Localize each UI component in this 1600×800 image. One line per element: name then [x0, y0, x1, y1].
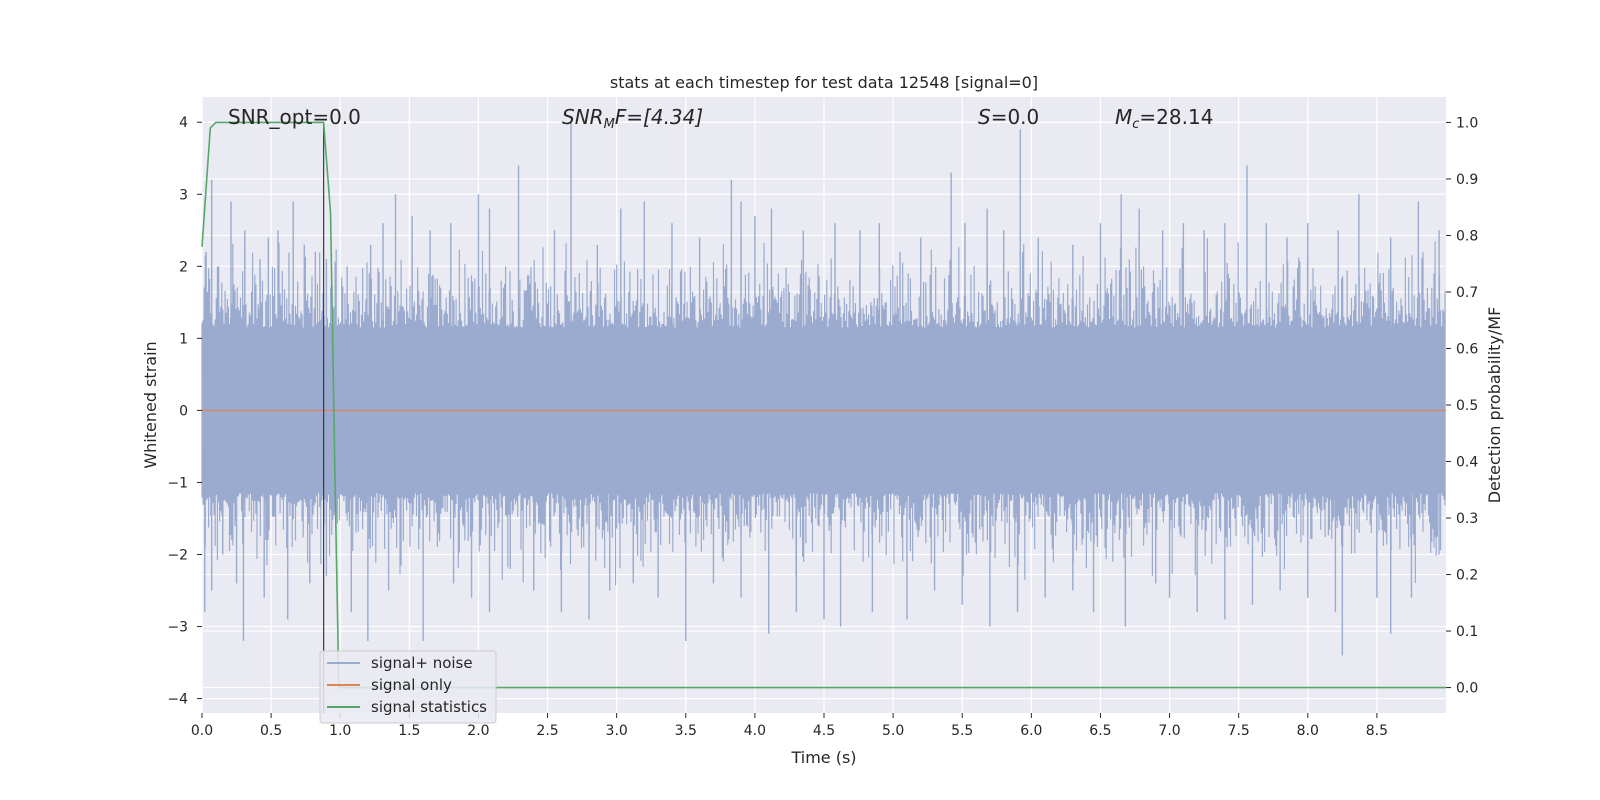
annotation-mc: Mc=28.14 [1115, 105, 1213, 132]
y-tick-label: 4 [179, 115, 188, 131]
y-tick-label: 0 [179, 403, 188, 419]
annotation-snr-mf-subscript: M [604, 117, 615, 132]
x-tick-label: 1.5 [398, 723, 420, 739]
x-tick-label: 1.0 [329, 723, 351, 739]
legend-label-signal-only: signal only [371, 676, 452, 694]
y-right-tick-label: 0.3 [1456, 511, 1478, 527]
annotation-s-symbol: S [978, 105, 991, 129]
x-tick-label: 5.0 [882, 723, 904, 739]
x-tick-label: 5.5 [951, 723, 973, 739]
x-tick-label: 6.5 [1089, 723, 1111, 739]
x-tick-label: 8.0 [1297, 723, 1319, 739]
x-tick-label: 8.5 [1366, 723, 1388, 739]
legend-label-signal-noise: signal+ noise [371, 654, 473, 672]
x-tick-label: 3.0 [606, 723, 628, 739]
y-tick-label: −3 [167, 620, 188, 636]
x-tick-label: 0.0 [191, 723, 213, 739]
line-series [201, 121, 1446, 713]
y-right-tick-label: 0.5 [1456, 398, 1478, 414]
x-tick-label: 7.5 [1228, 723, 1250, 739]
y-tick-label: −1 [167, 475, 188, 491]
legend-label-signal-statistics: signal statistics [371, 698, 487, 716]
x-axis-label: Time (s) [790, 748, 856, 767]
annotation-snr-mf-symbol: SNR [562, 105, 604, 129]
y-axis-label-right: Detection probability/MF [1485, 307, 1504, 504]
annotation-mc-subscript: c [1132, 117, 1139, 132]
annotation-snr-mf: SNRMF=[4.34] [562, 105, 703, 132]
annotation-mc-rest: =28.14 [1139, 105, 1213, 129]
y-tick-label: 1 [179, 331, 188, 347]
y-right-tick-label: 0.7 [1456, 285, 1478, 301]
y-tick-label: 3 [179, 187, 188, 203]
x-tick-label: 3.5 [675, 723, 697, 739]
x-tick-label: 4.5 [813, 723, 835, 739]
annotation-snr-opt: SNR_opt=0.0 [228, 105, 361, 129]
y-tick-label: 2 [179, 259, 188, 275]
annotation-s: S=0.0 [978, 105, 1039, 129]
chart-title: stats at each timestep for test data 125… [610, 73, 1038, 92]
x-tick-label: 4.0 [744, 723, 766, 739]
axes: 0.0 0.5 1.0 1.5 2.0 2.5 3.0 3.5 4.0 4.5 5.0 5.5 6.0 6… [167, 115, 1478, 739]
y-tick-label: −2 [167, 547, 188, 563]
x-tick-label: 0.5 [260, 723, 282, 739]
y-right-tick-label: 0.4 [1456, 455, 1478, 471]
y-right-tick-label: 0.0 [1456, 681, 1478, 697]
y-tick-label: −4 [167, 692, 188, 708]
annotation-s-rest: =0.0 [991, 105, 1040, 129]
y-right-tick-label: 0.2 [1456, 568, 1478, 584]
annotation-mc-symbol: M [1115, 105, 1132, 129]
x-tick-label: 2.5 [536, 723, 558, 739]
legend-box [319, 650, 497, 724]
noise-band-series [201, 122, 1446, 656]
y-right-tick-label: 0.6 [1456, 341, 1478, 357]
y-right-tick-label: 1.0 [1456, 115, 1478, 131]
annotation-snr-mf-rest: F=[4.34] [615, 105, 703, 129]
series-line-signal-statistics [201, 121, 1446, 689]
x-tick-label: 6.0 [1020, 723, 1042, 739]
x-tick-label: 7.0 [1158, 723, 1180, 739]
y-axis-label: Whitened strain [141, 341, 160, 468]
legend: signal+ noise signal only signal statist… [319, 650, 497, 724]
y-right-tick-label: 0.1 [1456, 624, 1478, 640]
x-tick-label: 2.0 [467, 723, 489, 739]
y-right-tick-label: 0.9 [1456, 172, 1478, 188]
y-right-tick-label: 0.8 [1456, 228, 1478, 244]
